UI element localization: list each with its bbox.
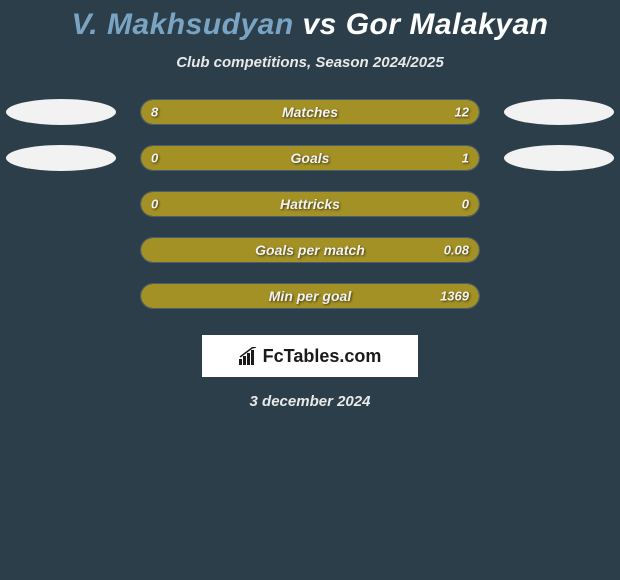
- logo-prefix: Fc: [263, 346, 284, 367]
- stat-label: Matches: [141, 104, 479, 120]
- player2-badge: [504, 145, 614, 171]
- footer-date: 3 december 2024: [0, 393, 620, 410]
- player1-badge: [6, 145, 116, 171]
- stat-value-right: 0.08: [444, 243, 469, 258]
- stat-label: Min per goal: [141, 288, 479, 304]
- logo-main: Tables: [284, 346, 340, 367]
- stat-value-right: 1: [462, 151, 469, 166]
- logo-box: FcTables.com: [202, 335, 418, 377]
- stat-value-right: 0: [462, 197, 469, 212]
- comparison-title: V. Makhsudyan vs Gor Malakyan: [0, 0, 620, 42]
- stat-bar: Hattricks0 0: [140, 191, 480, 217]
- stat-bar: Goals0 1: [140, 145, 480, 171]
- stat-row: Goals per match0.08: [0, 227, 620, 273]
- stat-label: Goals: [141, 150, 479, 166]
- stat-row: Matches8 12: [0, 89, 620, 135]
- logo: FcTables.com: [239, 346, 382, 367]
- stat-label: Goals per match: [141, 242, 479, 258]
- player1-name: V. Makhsudyan: [72, 8, 294, 41]
- stat-bar: Goals per match0.08: [140, 237, 480, 263]
- player2-name: Gor Malakyan: [346, 8, 549, 41]
- stat-value-right: 1369: [440, 289, 469, 304]
- stat-row: Hattricks0 0: [0, 181, 620, 227]
- subtitle: Club competitions, Season 2024/2025: [0, 54, 620, 71]
- stat-value-left: 0: [151, 197, 158, 212]
- player2-badge: [504, 99, 614, 125]
- stats-rows: Matches812Goals01Hattricks00Goals per ma…: [0, 89, 620, 319]
- stat-value-right: 12: [455, 105, 469, 120]
- stat-bar: Matches8 12: [140, 99, 480, 125]
- stat-value-left: 8: [151, 105, 158, 120]
- stat-label: Hattricks: [141, 196, 479, 212]
- stat-value-left: 0: [151, 151, 158, 166]
- stat-bar: Min per goal1369: [140, 283, 480, 309]
- chart-icon: [239, 347, 259, 365]
- player1-badge: [6, 99, 116, 125]
- logo-suffix: .com: [339, 346, 381, 367]
- vs-text: vs: [303, 8, 337, 41]
- stat-row: Goals0 1: [0, 135, 620, 181]
- stat-row: Min per goal1369: [0, 273, 620, 319]
